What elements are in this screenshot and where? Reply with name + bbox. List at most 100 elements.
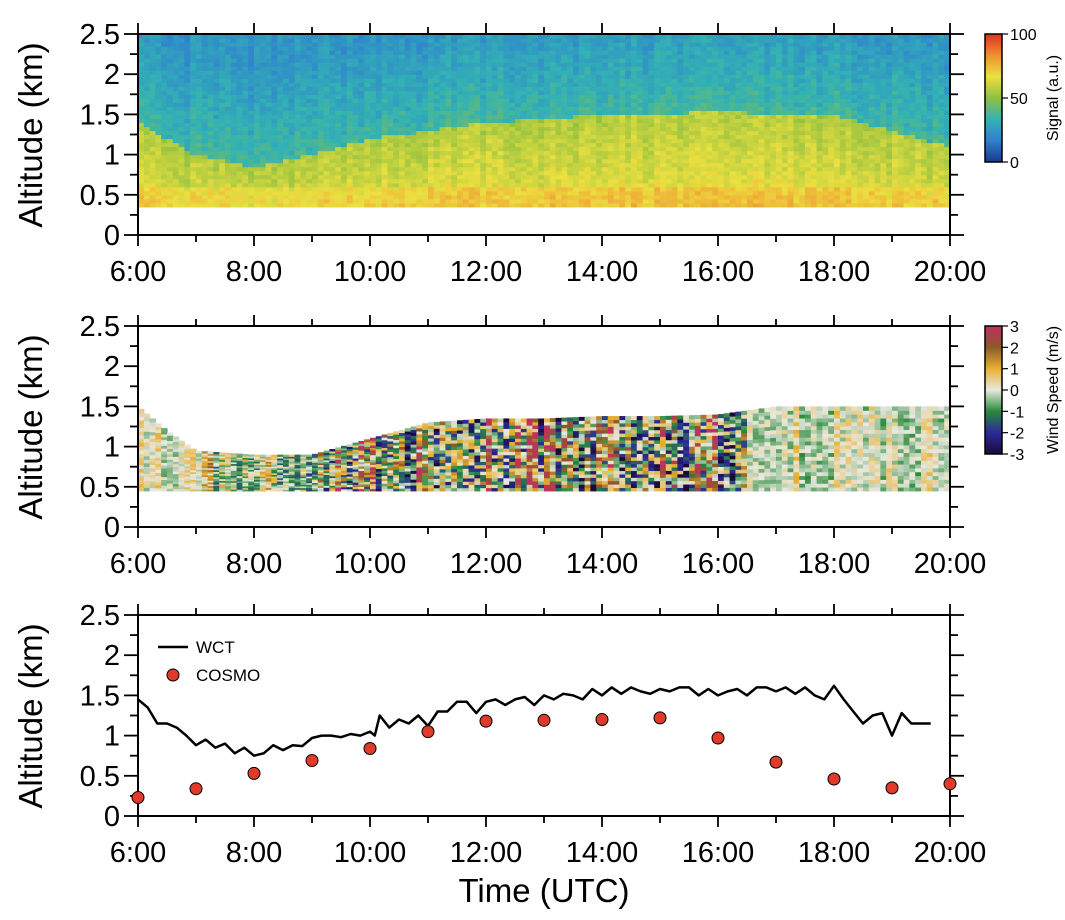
heat-cell xyxy=(758,82,765,87)
heat-cell xyxy=(399,190,406,196)
heat-cell xyxy=(776,178,783,184)
heat-cell xyxy=(445,82,452,87)
heat-cell xyxy=(236,94,243,99)
heat-cell xyxy=(428,122,435,128)
heat-cell xyxy=(660,138,667,144)
heat-cell xyxy=(480,142,487,148)
heat-cell xyxy=(172,58,180,63)
heat-cell xyxy=(602,122,609,128)
heat-cell xyxy=(596,70,603,75)
heat-cell xyxy=(671,162,678,168)
heat-cell xyxy=(752,198,760,204)
heat-cell xyxy=(654,102,661,107)
heat-cell xyxy=(445,130,452,136)
heat-cell xyxy=(317,174,325,180)
heat-cell xyxy=(201,146,209,152)
heat-cell xyxy=(567,194,574,200)
heat-cell xyxy=(451,78,458,83)
heat-cell xyxy=(439,178,446,184)
heat-cell xyxy=(758,94,765,99)
heat-cell xyxy=(393,202,400,208)
heat-cell xyxy=(236,38,243,43)
heat-cell xyxy=(509,186,516,192)
heat-cell xyxy=(242,142,249,148)
heat-cell xyxy=(167,94,174,99)
heat-cell xyxy=(631,110,638,115)
heat-cell xyxy=(283,58,290,63)
heat-cell xyxy=(422,58,429,63)
heat-cell xyxy=(520,78,528,83)
heat-cell xyxy=(167,122,174,128)
heat-cell xyxy=(219,178,226,184)
heat-cell xyxy=(428,202,435,208)
heat-cell xyxy=(636,86,644,91)
heat-cell xyxy=(544,122,551,128)
heat-cell xyxy=(764,126,771,132)
heat-cell xyxy=(381,170,388,176)
heat-cell xyxy=(259,34,267,39)
heat-cell xyxy=(718,114,725,120)
heat-cell xyxy=(155,98,162,103)
heat-cell xyxy=(578,126,586,132)
heat-cell xyxy=(462,74,470,79)
heat-cell xyxy=(428,90,435,95)
heat-cell xyxy=(196,50,203,55)
heat-cell xyxy=(283,98,290,103)
heat-cell xyxy=(248,194,255,200)
heat-cell xyxy=(422,70,429,75)
heat-cell xyxy=(747,58,754,63)
heat-cell xyxy=(329,78,336,83)
heat-cell xyxy=(172,150,180,156)
heat-cell xyxy=(486,126,493,132)
heat-cell xyxy=(758,98,765,103)
heat-cell xyxy=(654,118,661,124)
heat-cell xyxy=(741,122,748,128)
heat-cell xyxy=(323,58,330,63)
heat-cell xyxy=(758,186,765,192)
heat-cell xyxy=(758,170,765,176)
heat-cell xyxy=(752,66,760,71)
heat-cell xyxy=(671,106,678,111)
heat-cell xyxy=(323,50,330,55)
heat-cell xyxy=(491,154,499,160)
heat-cell xyxy=(625,134,632,140)
heat-cell xyxy=(161,50,168,55)
heat-cell xyxy=(671,86,678,91)
heat-cell xyxy=(636,202,644,208)
heat-cell xyxy=(625,186,632,192)
heat-cell xyxy=(143,150,151,156)
heat-cell xyxy=(764,162,771,168)
heat-cell xyxy=(613,50,620,55)
heat-cell xyxy=(341,150,348,156)
heat-cell xyxy=(283,94,290,99)
heat-cell xyxy=(230,198,238,204)
heat-cell xyxy=(660,70,667,75)
heat-cell xyxy=(619,114,626,120)
heat-cell xyxy=(665,134,673,140)
heat-cell xyxy=(317,182,325,188)
heat-cell xyxy=(387,182,394,188)
heat-cell xyxy=(393,86,400,91)
heat-cell xyxy=(346,38,354,43)
heat-cell xyxy=(752,178,760,184)
heat-cell xyxy=(538,182,545,188)
heat-cell xyxy=(607,34,615,39)
heat-cell xyxy=(787,122,794,128)
heat-cell xyxy=(190,50,197,55)
heat-cell xyxy=(317,90,325,95)
heat-cell xyxy=(161,82,168,87)
heat-cell xyxy=(741,106,748,111)
heat-cell xyxy=(544,154,551,160)
heat-cell xyxy=(323,70,330,75)
heat-cell xyxy=(364,82,371,87)
heat-cell xyxy=(341,118,348,124)
heat-cell xyxy=(254,118,261,124)
heat-cell xyxy=(178,82,185,87)
heat-cell xyxy=(329,126,336,132)
heat-cell xyxy=(457,70,464,75)
heat-cell xyxy=(538,106,545,111)
heat-cell xyxy=(254,134,261,140)
heat-cell xyxy=(387,178,394,184)
heat-cell xyxy=(370,66,377,71)
heat-cell xyxy=(549,142,557,148)
